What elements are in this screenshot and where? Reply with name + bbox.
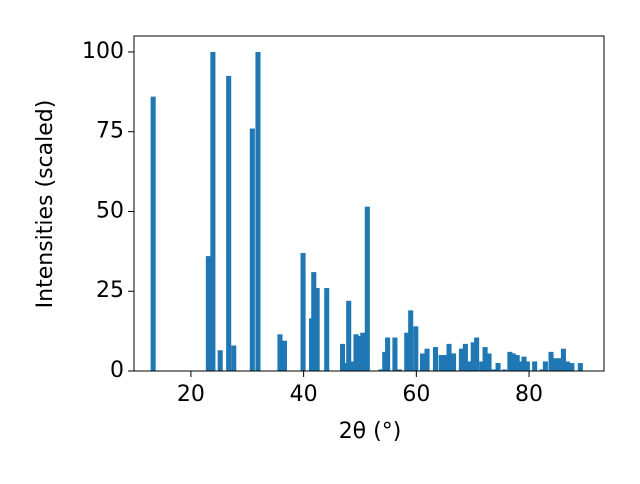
bar — [548, 351, 554, 371]
bar — [226, 75, 232, 371]
bar — [350, 361, 356, 371]
bar — [458, 348, 464, 371]
bar — [479, 361, 485, 371]
bar — [438, 355, 444, 371]
bar — [413, 326, 419, 371]
bar — [356, 335, 362, 371]
y-tick-label: 75 — [96, 119, 124, 144]
y-tick-label: 0 — [110, 358, 124, 383]
bar — [450, 353, 457, 371]
bar — [420, 353, 426, 371]
bar — [392, 337, 398, 371]
bar — [342, 363, 348, 371]
bar — [205, 256, 211, 371]
bar — [311, 272, 317, 371]
bar — [255, 51, 261, 371]
bar — [217, 350, 223, 371]
bar — [470, 342, 476, 371]
bar — [557, 358, 563, 371]
bar — [564, 361, 570, 371]
plot-frame — [133, 35, 605, 372]
y-tick-label: 100 — [82, 39, 124, 64]
bar — [404, 332, 410, 371]
bar — [424, 348, 430, 371]
bar — [443, 355, 449, 371]
bar — [364, 206, 370, 371]
bar — [378, 369, 384, 371]
bar — [353, 334, 359, 371]
bar — [314, 288, 320, 371]
bar — [408, 310, 414, 371]
bar — [281, 340, 288, 371]
bar — [396, 369, 402, 371]
bar — [346, 300, 352, 371]
bar — [360, 332, 366, 371]
x-tick-label: 40 — [290, 382, 318, 407]
bar — [577, 363, 583, 371]
bar — [539, 369, 545, 371]
bar — [514, 355, 520, 371]
bar — [569, 363, 575, 371]
bar — [482, 347, 488, 371]
bar — [231, 345, 237, 371]
bar — [462, 343, 468, 371]
bar — [300, 252, 306, 371]
bar — [324, 288, 330, 371]
bar — [524, 361, 530, 371]
bar — [501, 369, 507, 371]
x-tick-label: 80 — [515, 382, 543, 407]
bar — [150, 96, 156, 371]
bar — [385, 337, 391, 371]
bar — [277, 334, 283, 371]
bar — [382, 351, 388, 371]
bar — [507, 351, 513, 371]
bar — [518, 361, 524, 371]
bar — [542, 361, 548, 371]
y-tick-label: 50 — [96, 198, 124, 223]
bar — [446, 343, 452, 371]
bar — [339, 343, 346, 371]
bar — [521, 356, 527, 371]
bar — [532, 361, 538, 371]
bar — [432, 347, 439, 371]
x-tick-label: 20 — [177, 382, 205, 407]
bar — [466, 361, 472, 371]
x-axis-label: 2θ (°) — [339, 419, 402, 444]
bar — [552, 358, 558, 371]
x-tick-label: 60 — [402, 382, 430, 407]
bar — [495, 363, 501, 371]
bar — [560, 348, 566, 371]
y-tick-label: 25 — [96, 278, 124, 303]
bar — [486, 353, 492, 371]
bar — [249, 128, 255, 371]
bar — [491, 369, 497, 371]
bar — [210, 51, 216, 371]
bar — [474, 337, 480, 371]
y-axis-label: Intensities (scaled) — [33, 100, 58, 309]
bar — [510, 353, 516, 371]
